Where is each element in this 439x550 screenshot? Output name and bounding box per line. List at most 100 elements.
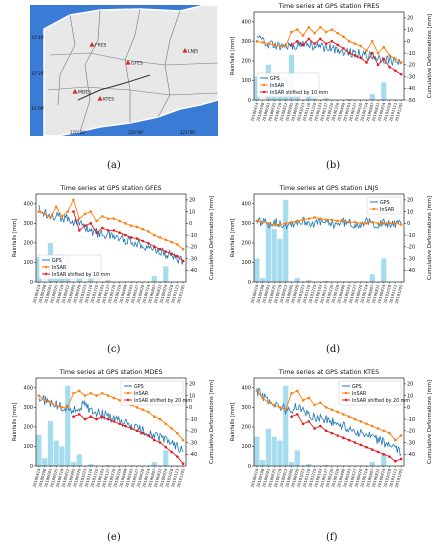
insar-shifted-point — [176, 254, 179, 258]
x-tick-label: 20191111 — [170, 467, 180, 488]
x-tick-label: 20190831 — [371, 101, 381, 122]
x-tick-label: 20180905 — [284, 101, 294, 122]
chart-title: Time series at GPS station LNJS — [279, 185, 379, 192]
insar-point — [118, 219, 121, 223]
x-tick-label: 20190503 — [342, 101, 352, 122]
insar-shifted-point — [370, 448, 374, 451]
insar-point — [376, 51, 380, 55]
x-tick-label: 20180601 — [261, 283, 271, 304]
chart-title: Time series at GPS station FRES — [278, 3, 380, 10]
legend-label: InSAR — [352, 391, 367, 397]
x-tick-label: 20190127 — [101, 467, 111, 488]
insar-point — [336, 410, 339, 414]
insar-shifted-point — [147, 434, 150, 437]
insar-shifted-point — [313, 42, 316, 45]
y-tick-label: 300 — [241, 39, 251, 45]
y2-tick-label: -40 — [189, 268, 197, 274]
insar-point — [376, 427, 380, 430]
rainfall-bar — [271, 229, 277, 282]
insar-shifted-point — [376, 63, 380, 67]
y2-tick-label: 20 — [407, 16, 413, 22]
insar-point — [365, 422, 368, 426]
x-tick-label: 20181210 — [307, 467, 317, 488]
insar-point — [43, 212, 46, 216]
x-tick-label: 20190103 — [313, 101, 323, 122]
insar-point — [336, 219, 339, 223]
legend-label: InSAR shifted by 10 mm — [52, 272, 110, 278]
insar-point — [135, 225, 139, 229]
y2-tick-label: -40 — [407, 86, 415, 92]
insar-point — [290, 30, 293, 34]
insar-point — [66, 210, 70, 213]
insar-point — [37, 394, 41, 397]
insar-point — [158, 236, 162, 239]
insar-point — [347, 220, 351, 224]
x-tick-label: 20181116 — [301, 467, 311, 488]
insar-point — [60, 214, 64, 218]
x-tick-label: 20190807 — [147, 283, 157, 304]
insar-point — [388, 431, 391, 435]
x-tick-label: 20190831 — [153, 283, 163, 304]
x-tick-label: 20180508 — [37, 283, 47, 304]
insar-shifted-point — [399, 72, 403, 76]
x-tick-label: 20190831 — [371, 467, 381, 488]
x-tick-label: 20191205 — [394, 101, 404, 122]
x-tick-label: 20190103 — [95, 283, 105, 304]
x-tick-label: 20180414 — [250, 467, 260, 488]
insar-point — [101, 391, 104, 395]
insar-point — [49, 216, 52, 219]
chart-title: Time series at GPS station KTES — [278, 369, 379, 376]
insar-point — [272, 403, 276, 407]
insar-point — [83, 212, 87, 216]
insar-point — [152, 415, 156, 419]
x-tick-label: 20191018 — [164, 283, 174, 304]
rainfall-bar — [265, 223, 272, 282]
y2-tick-label: -50 — [407, 98, 415, 104]
x-tick-label: 20180719 — [273, 101, 283, 122]
x-tick-label: 20190831 — [153, 467, 163, 488]
study-area-map: FRES GFES LNJS MDES KTES 33°40' 33°20' 33°00… — [30, 4, 219, 137]
y2-tick-label: 0 — [189, 221, 192, 227]
insar-shifted-point — [353, 441, 357, 444]
y-tick-label: 200 — [23, 425, 33, 431]
insar-point — [129, 224, 133, 227]
insar-shifted-point — [330, 40, 334, 43]
x-tick-label: 20180508 — [37, 467, 47, 488]
insar-point — [181, 247, 185, 251]
map-graticule-labels: 33°40' 33°20' 33°00' 120°20' 120°40' 121… — [31, 35, 196, 135]
x-tick-label: 20190503 — [342, 283, 352, 304]
station-triangle-icon — [182, 48, 188, 53]
insar-point — [370, 424, 374, 428]
insar-point — [342, 35, 345, 38]
x-tick-label: 20180905 — [66, 283, 76, 304]
station-label: FRES — [95, 43, 107, 49]
x-tick-label: 20190831 — [371, 283, 381, 304]
x-tick-label: 20180719 — [55, 283, 65, 304]
x-tick-label: 20181023 — [296, 101, 306, 122]
legend-marker — [44, 272, 48, 276]
insar-shifted-point — [181, 259, 185, 263]
chart-svg-f: Time series at GPS station KTES010020030… — [230, 369, 433, 488]
station-triangle-icon — [72, 89, 78, 94]
x-tick-label: 20191111 — [388, 283, 398, 304]
legend-label: InSAR — [380, 207, 395, 213]
rainfall-bar — [277, 440, 283, 466]
x-tick-label: 20180625 — [267, 101, 277, 122]
insar-point — [399, 223, 403, 226]
x-tick-label: 20181116 — [83, 283, 93, 304]
chart-title: Time series at GPS station MDES — [59, 369, 163, 376]
insar-point — [295, 219, 299, 223]
x-tick-label: 20180601 — [43, 283, 53, 304]
insar-point — [77, 217, 81, 220]
x-tick-label: 20180508 — [255, 283, 265, 304]
x-tick-label: 20191018 — [382, 101, 392, 122]
x-tick-label: 20190127 — [319, 101, 329, 122]
insar-shifted-series-line — [73, 211, 184, 262]
insar-series-line — [38, 198, 184, 250]
insar-shifted-point — [307, 37, 311, 41]
insar-shifted-point — [290, 43, 293, 47]
y2-tick-label: -40 — [407, 452, 415, 458]
x-tick-label: 20190620 — [353, 283, 363, 304]
station-triangle-icon — [89, 42, 95, 47]
plot-frame — [35, 377, 187, 467]
